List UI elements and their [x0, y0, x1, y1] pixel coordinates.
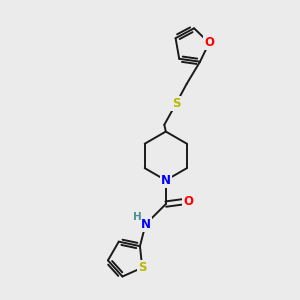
- Text: N: N: [141, 218, 151, 231]
- Text: N: N: [161, 174, 171, 187]
- Text: S: S: [172, 97, 181, 110]
- Text: O: O: [204, 36, 214, 50]
- Text: S: S: [138, 261, 146, 274]
- Text: H: H: [133, 212, 142, 222]
- Text: O: O: [183, 195, 193, 208]
